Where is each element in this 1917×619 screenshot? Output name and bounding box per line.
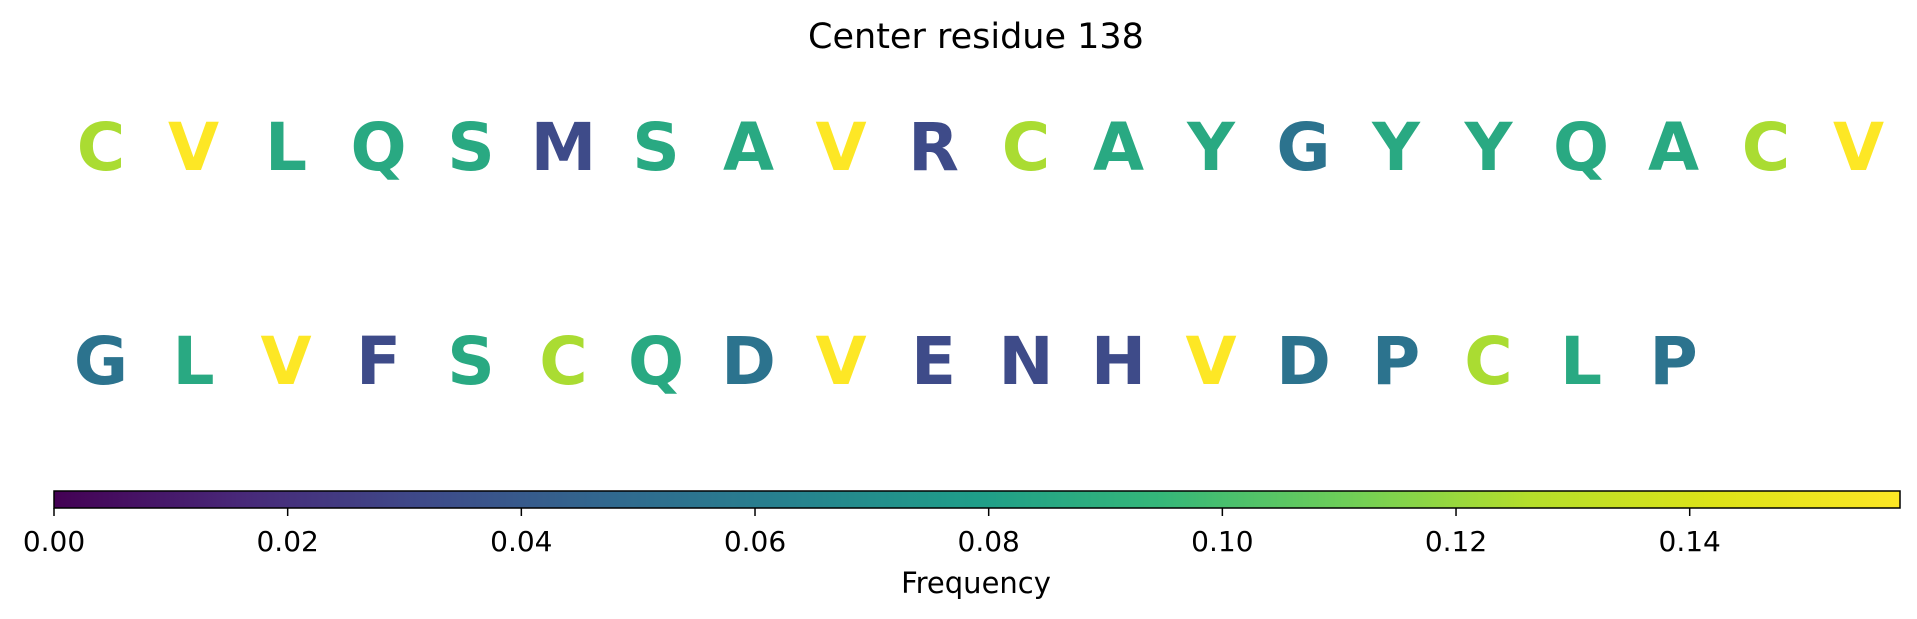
residue-letter: Q — [1553, 109, 1609, 186]
residue-letter: L — [172, 323, 214, 400]
residue-letter: S — [447, 109, 495, 186]
residue-letter: L — [1560, 323, 1602, 400]
residue-letter: L — [265, 109, 307, 186]
residue-letter: E — [911, 323, 956, 400]
residue-letter: V — [260, 323, 311, 400]
residue-letter: D — [721, 323, 776, 400]
colorbar-tick-label: 0.02 — [256, 525, 318, 558]
residue-letter: D — [1276, 323, 1331, 400]
residue-letter: G — [1276, 109, 1330, 186]
residue-letter: P — [1372, 323, 1420, 400]
residue-letter: N — [998, 323, 1053, 400]
residue-letter: S — [447, 323, 495, 400]
residue-letter: Y — [1186, 109, 1236, 186]
colorbar-tick-label: 0.00 — [23, 525, 85, 558]
residue-letter: Q — [350, 109, 406, 186]
residue-letter: C — [539, 323, 587, 400]
colorbar-tick-label: 0.04 — [490, 525, 552, 558]
residue-letter: V — [1185, 323, 1236, 400]
residue-letter: V — [1833, 109, 1884, 186]
residue-letter: A — [723, 109, 774, 186]
colorbar — [53, 490, 1901, 509]
residue-letter: C — [1002, 109, 1050, 186]
residue-letter: C — [77, 109, 125, 186]
colorbar-tick-label: 0.12 — [1425, 525, 1487, 558]
residue-letter: A — [1093, 109, 1144, 186]
residue-letter: G — [74, 323, 128, 400]
colorbar-ticks: 0.00 0.02 0.04 0.06 0.08 0.10 0.12 0.14 — [23, 508, 1721, 558]
residue-letter: A — [1648, 109, 1699, 186]
residue-letter: Q — [628, 323, 684, 400]
residue-letter: F — [356, 323, 401, 400]
residue-letter: C — [1742, 109, 1790, 186]
colorbar-tick-label: 0.06 — [724, 525, 786, 558]
residue-letter: M — [531, 109, 597, 186]
residue-letters: C V L Q S M S A V R C A Y G Y Y Q A C VG L V F S C Q D V E N H V D P C L P — [74, 109, 1884, 400]
residue-letter: H — [1091, 323, 1146, 400]
residue-letter: Y — [1371, 109, 1421, 186]
residue-letter: V — [815, 109, 866, 186]
residue-letter: C — [1464, 323, 1512, 400]
residue-letter: V — [815, 323, 866, 400]
colorbar-label: Frequency — [901, 566, 1051, 600]
residue-letter: V — [168, 109, 219, 186]
residue-letter: R — [908, 109, 959, 186]
chart-title: Center residue 138 — [808, 17, 1144, 57]
residue-letter: Y — [1464, 109, 1514, 186]
residue-letter: S — [632, 109, 680, 186]
colorbar-tick-label: 0.10 — [1191, 525, 1253, 558]
residue-letter: P — [1649, 323, 1697, 400]
colorbar-tick-label: 0.08 — [958, 525, 1020, 558]
colorbar-tick-label: 0.14 — [1659, 525, 1721, 558]
